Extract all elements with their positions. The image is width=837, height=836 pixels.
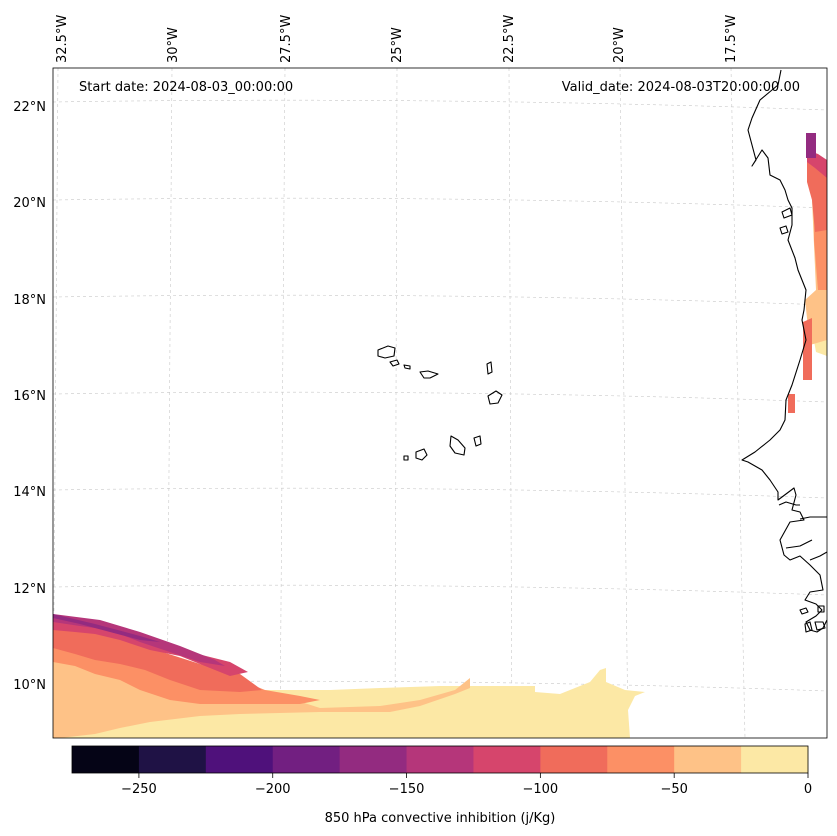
colorbar-segment	[607, 746, 675, 773]
cin-fill-east-coast-strip	[803, 318, 812, 380]
lat-label-10: 10°N	[13, 678, 46, 693]
colorbar-frame	[71, 745, 809, 774]
cin-fill-75-to-100	[53, 624, 262, 692]
bissagos-islands	[799, 605, 826, 633]
gridline-lon-27-5	[279, 68, 286, 738]
gridline-lon-30	[166, 68, 173, 738]
lon-label-25: 25°W	[390, 27, 405, 63]
lon-label-32-5: 32.5°W	[55, 15, 70, 63]
start-date-label: Start date: 2024-08-03_00:00:00	[79, 80, 293, 95]
gridline-lat-22	[53, 99, 827, 111]
lat-label-16: 16°N	[13, 389, 46, 404]
banc-arguin-islands	[779, 207, 793, 235]
lat-label-22: 22°N	[13, 100, 46, 115]
island-santa-luzia	[403, 364, 411, 370]
cin-fill-east-150-175	[806, 133, 816, 158]
island-boa-vista	[487, 390, 503, 405]
colorbar-tick-label: −250	[121, 782, 157, 797]
latitude-labels: 22°N 20°N 18°N 16°N 14°N 12°N 10°N	[13, 100, 46, 693]
colorbar-segment	[72, 746, 140, 773]
gridline-lat-14	[53, 487, 827, 499]
cin-fill-25-to-50	[53, 640, 470, 738]
colorbar-segment	[741, 746, 809, 773]
gridline-lat-16	[53, 391, 827, 403]
colorbar: −250 −200 −150 −100 −50 0 850 hPa convective …	[71, 745, 812, 826]
colorbar-segment	[540, 746, 608, 773]
island-santiago	[449, 435, 466, 456]
colorbar-segment	[473, 746, 541, 773]
gridline-lon-20	[619, 68, 629, 738]
lat-label-18: 18°N	[13, 293, 46, 308]
island-brava	[403, 455, 409, 461]
lon-label-17-5: 17.5°W	[724, 15, 739, 63]
colorbar-segment	[674, 746, 742, 773]
africa-coastline	[741, 69, 827, 633]
cin-fill-150-to-175	[53, 614, 160, 642]
map-panel: Start date: 2024-08-03_00:00:00 Valid_da…	[52, 67, 828, 739]
colorbar-ticks: −250 −200 −150 −100 −50 0	[121, 773, 812, 797]
cin-fill-east-spot	[788, 394, 795, 413]
valid-date-label: Valid_date: 2024-08-03T20:00:00.00	[562, 80, 800, 95]
gridline-lon-22-5	[508, 68, 513, 738]
gridline-lat-20	[53, 197, 827, 209]
gambia-river-coast	[785, 539, 827, 561]
island-santo-antao	[377, 345, 396, 359]
cin-fill-0-to-25	[53, 668, 645, 738]
colorbar-segment	[138, 746, 207, 773]
colorbar-tick-label: −200	[255, 782, 291, 797]
lon-label-20: 20°W	[612, 27, 627, 63]
island-sao-nicolau	[419, 370, 439, 379]
lat-label-14: 14°N	[13, 485, 46, 500]
coastlines	[377, 69, 827, 633]
lon-label-30: 30°W	[166, 27, 181, 63]
colorbar-segment	[406, 746, 474, 773]
lon-label-27-5: 27.5°W	[279, 15, 294, 63]
lon-label-22-5: 22.5°W	[502, 15, 517, 63]
cin-contours-southwest	[53, 614, 645, 738]
island-maio	[473, 435, 482, 447]
lat-label-20: 20°N	[13, 196, 46, 211]
island-sao-vicente	[389, 359, 400, 367]
colorbar-tick-label: −50	[660, 782, 687, 797]
gridline-lat-18	[53, 294, 827, 306]
map-background	[53, 68, 827, 738]
colorbar-tick-label: −100	[523, 782, 559, 797]
senegal-river-coast	[778, 501, 827, 520]
gridline-lat-12	[53, 584, 827, 596]
colorbar-tick-label: 0	[804, 782, 812, 797]
colorbar-segments	[72, 746, 809, 773]
longitude-labels: 32.5°W 30°W 27.5°W 25°W 22.5°W 20°W 17.5…	[55, 15, 739, 63]
colorbar-segment	[339, 746, 408, 773]
colorbar-tick-label: −150	[389, 782, 425, 797]
colorbar-label: 850 hPa convective inhibition (j/Kg)	[325, 811, 556, 826]
colorbar-segment	[205, 746, 274, 773]
gridline-lon-17-5	[730, 68, 746, 738]
map-frame	[52, 67, 828, 739]
lat-label-12: 12°N	[13, 582, 46, 597]
island-fogo	[415, 448, 428, 461]
colorbar-segment	[272, 746, 341, 773]
gridline-lon-25	[394, 68, 398, 738]
island-sal	[486, 361, 493, 375]
cin-fill-east-75-100	[807, 160, 827, 232]
